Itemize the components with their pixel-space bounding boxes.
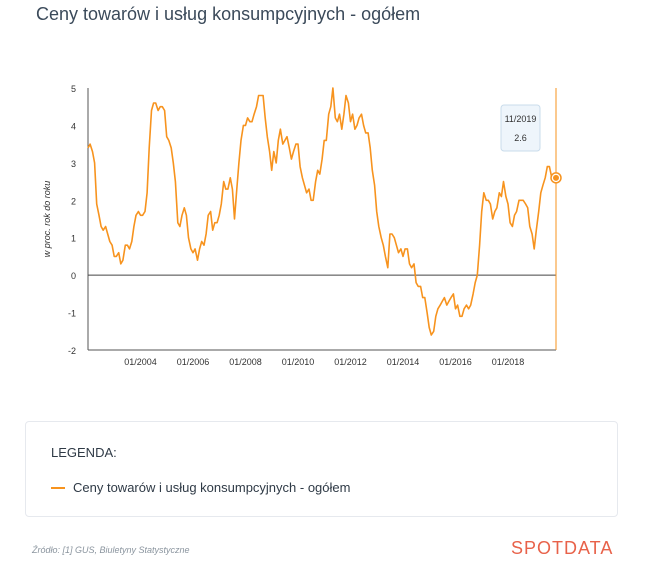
- tooltip-box: [500, 104, 541, 152]
- y-tick-label: 0: [71, 271, 76, 281]
- x-tick-label: 01/2016: [439, 357, 472, 367]
- legend-item[interactable]: Ceny towarów i usług konsumpcyjnych - og…: [51, 480, 350, 495]
- x-tick-label: 01/2010: [282, 357, 315, 367]
- series-line: [87, 87, 557, 336]
- legend-label: Ceny towarów i usług konsumpcyjnych - og…: [73, 480, 351, 495]
- y-tick-label: -2: [68, 346, 76, 356]
- y-tick-label: 1: [71, 234, 76, 244]
- x-tick-label: 01/2018: [492, 357, 525, 367]
- x-tick-label: 01/2012: [334, 357, 367, 367]
- y-tick-label: 3: [71, 159, 76, 169]
- legend-title: LEGENDA:: [51, 445, 117, 460]
- source-note: Źródło: [1] GUS, Biuletyny Statystyczne: [32, 545, 190, 555]
- x-tick-label: 01/2014: [387, 357, 420, 367]
- x-tick-label: 01/2006: [177, 357, 210, 367]
- y-tick-label: 2: [71, 196, 76, 206]
- legend-swatch: [51, 486, 65, 489]
- y-tick-label: 4: [71, 121, 76, 131]
- x-tick-label: 01/2008: [229, 357, 262, 367]
- tooltip-date: 11/2019: [505, 114, 537, 124]
- y-tick-label: -1: [68, 309, 76, 319]
- tooltip-value: 2.6: [514, 133, 527, 143]
- hover-marker-dot: [553, 174, 559, 181]
- chart-title: Ceny towarów i usług konsumpcyjnych - og…: [36, 4, 421, 24]
- brand-logo[interactable]: SPOTDATA: [511, 538, 614, 558]
- x-tick-label: 01/2004: [124, 357, 157, 367]
- y-tick-label: 5: [71, 84, 76, 94]
- y-axis-label: w proc. rok do roku: [42, 181, 52, 258]
- line-chart[interactable]: -2 -1 0 1 2 3 4 5 01/2004 01/2006 01/2008 01/2010 01…: [0, 0, 645, 400]
- legend-panel: LEGENDA: Ceny towarów i usług konsumpcyj…: [25, 421, 618, 517]
